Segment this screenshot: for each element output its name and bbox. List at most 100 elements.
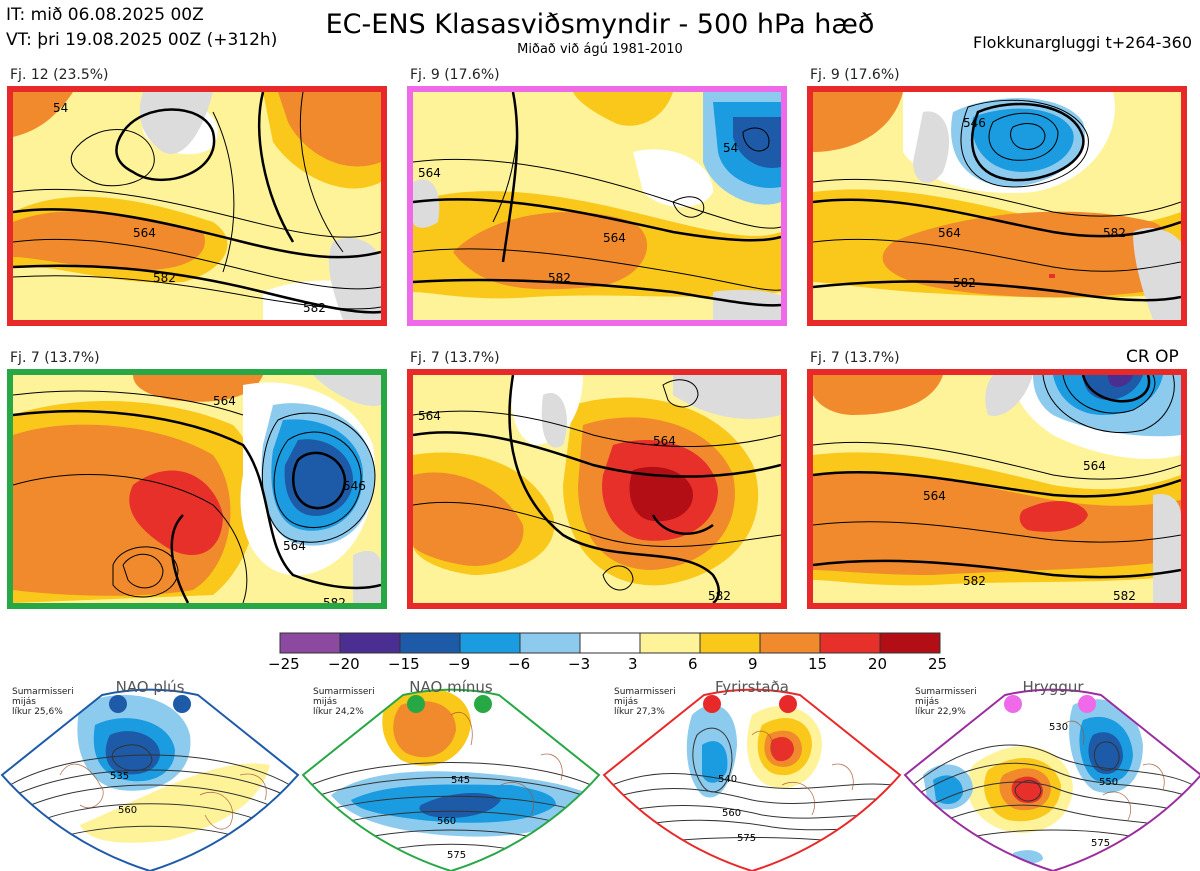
panel-2-contour-label-3: 54 bbox=[723, 141, 738, 155]
cluster-map-1-plot: 564 582 582 54 bbox=[13, 92, 381, 320]
regime-nao-minus-info: Sumarmisseri mijás líkur 24,2% bbox=[313, 687, 375, 717]
colorbar-tick: 3 bbox=[628, 655, 638, 673]
colorbar-tick: 20 bbox=[868, 655, 888, 673]
colorbar-cell bbox=[519, 632, 581, 654]
cluster-map-5-plot: 564 582 564 bbox=[413, 375, 781, 603]
regime-ridge-contour-label-3: 575 bbox=[1091, 838, 1110, 849]
colorbar-tick: −9 bbox=[448, 655, 471, 673]
regime-nao-minus-name: NAO mínus bbox=[409, 678, 493, 696]
panel-4-contour-label-3: 546 bbox=[343, 479, 366, 493]
regime-blocking-marker-left bbox=[703, 695, 721, 713]
cluster-map-6-plot: 564 564 582 582 bbox=[813, 375, 1181, 603]
panel-1-contour-label-3: 582 bbox=[303, 301, 326, 315]
panel-6-label: Fj. 7 (13.7%) bbox=[810, 350, 900, 366]
regime-ridge-name: Hryggur bbox=[1022, 678, 1084, 696]
panel-4-contour-label-4: 564 bbox=[283, 539, 306, 553]
valid-time: VT: þri 19.08.2025 00Z (+312h) bbox=[6, 30, 278, 50]
colorbar-tick: 25 bbox=[928, 655, 948, 673]
regime-blocking-info: Sumarmisseri mijás líkur 27,3% bbox=[614, 687, 676, 717]
regime-nao-plus-contour-label-2: 560 bbox=[118, 805, 137, 816]
panel-5-contour-label-1: 564 bbox=[653, 434, 676, 448]
regime-nao-plus-info: Sumarmisseri mijás líkur 25,6% bbox=[12, 687, 74, 717]
panel-6-contour-label-1: 564 bbox=[923, 489, 946, 503]
regime-ridge-contour-label-1: 530 bbox=[1049, 722, 1068, 733]
regime-nao-plus-marker-right bbox=[173, 695, 191, 713]
regime-blocking-contour-label-1: 540 bbox=[718, 774, 737, 785]
cluster-map-2: 564 582 54 564 bbox=[407, 86, 787, 326]
panel-3-contour-label-3: 582 bbox=[1103, 226, 1126, 240]
colorbar-tick: −6 bbox=[508, 655, 531, 673]
panel-5-contour-label-2: 582 bbox=[708, 589, 731, 603]
cluster-map-1: 564 582 582 54 bbox=[7, 86, 387, 326]
colorbar-cell bbox=[819, 632, 881, 654]
panel-1-contour-label-2: 582 bbox=[153, 271, 176, 285]
colorbar-tick: 6 bbox=[688, 655, 698, 673]
panel-2-contour-label-2: 582 bbox=[548, 271, 571, 285]
regime-blocking-plot: 540 560 575 bbox=[602, 688, 902, 871]
regime-ridge-marker-right bbox=[1078, 695, 1096, 713]
panel-5-contour-label-3: 564 bbox=[418, 409, 441, 423]
colorbar-cell bbox=[399, 632, 461, 654]
colorbar-cell bbox=[879, 632, 941, 654]
page-subtitle: Miðað við ágú 1981-2010 bbox=[517, 42, 683, 57]
panel-3-contour-label-1: 564 bbox=[938, 226, 961, 240]
panel-6-contour-label-4: 582 bbox=[1113, 589, 1136, 603]
regime-ridge-contour-label-2: 550 bbox=[1099, 777, 1118, 788]
colorbar-cell bbox=[579, 632, 641, 654]
colorbar-cell bbox=[759, 632, 821, 654]
cluster-map-3: 564 582 582 546 bbox=[807, 86, 1187, 326]
regime-ridge: 530 550 575 Hryggur Sumarmisseri mijás lík… bbox=[903, 675, 1200, 871]
panel-2-contour-label-1: 564 bbox=[603, 231, 626, 245]
panel-4-contour-label-1: 564 bbox=[213, 394, 236, 408]
panel-3-contour-label-4: 546 bbox=[963, 116, 986, 130]
panel-2-label: Fj. 9 (17.6%) bbox=[410, 67, 500, 83]
colorbar-cell bbox=[699, 632, 761, 654]
panel-6-contour-label-2: 564 bbox=[1083, 459, 1106, 473]
panel-5-label: Fj. 7 (13.7%) bbox=[410, 350, 500, 366]
colorbar-tick: −3 bbox=[568, 655, 591, 673]
regime-nao-minus-marker-right bbox=[474, 695, 492, 713]
regime-ridge-info: Sumarmisseri mijás líkur 22,9% bbox=[915, 687, 977, 717]
panel-4-label: Fj. 7 (13.7%) bbox=[10, 350, 100, 366]
cluster-window: Flokkunargluggi t+264-360 bbox=[973, 33, 1192, 52]
cluster-map-4-plot: 564 582 546 564 bbox=[13, 375, 381, 603]
regime-nao-plus: 535 560 NAO plús Sumarmisseri mijás líkur … bbox=[0, 675, 300, 871]
cluster-map-3-plot: 564 582 582 546 bbox=[813, 92, 1181, 320]
colorbar-tick: 9 bbox=[748, 655, 758, 673]
cluster-map-5: 564 582 564 bbox=[407, 369, 787, 609]
regime-nao-plus-marker-left bbox=[109, 695, 127, 713]
regime-nao-plus-name: NAO plús bbox=[115, 678, 185, 696]
anomaly-colorbar bbox=[279, 632, 941, 654]
regime-nao-minus-contour-label-1: 545 bbox=[451, 775, 470, 786]
regime-blocking-contour-label-3: 575 bbox=[737, 833, 756, 844]
page-title: EC-ENS Klasasviðsmyndir - 500 hPa hæð bbox=[325, 9, 875, 40]
regime-blocking: 540 560 575 Fyrirstaða Sumarmisseri mijás… bbox=[602, 675, 902, 871]
regime-nao-minus: 545 560 575 NAO mínus Sumarmisseri mijás l… bbox=[301, 675, 601, 871]
issue-time: IT: mið 06.08.2025 00Z bbox=[6, 5, 204, 25]
panel-6-contour-label-3: 582 bbox=[963, 574, 986, 588]
colorbar-cell bbox=[279, 632, 341, 654]
panel-1-label: Fj. 12 (23.5%) bbox=[10, 67, 109, 83]
regime-blocking-marker-right bbox=[779, 695, 797, 713]
regime-blocking-contour-label-2: 560 bbox=[722, 808, 741, 819]
regime-blocking-name: Fyrirstaða bbox=[715, 678, 789, 696]
colorbar-cell bbox=[339, 632, 401, 654]
colorbar-tick: −20 bbox=[328, 655, 360, 673]
colorbar-tick: −25 bbox=[268, 655, 300, 673]
regime-nao-minus-contour-label-2: 560 bbox=[437, 816, 456, 827]
regime-nao-minus-contour-label-3: 575 bbox=[447, 850, 466, 861]
colorbar-cell bbox=[639, 632, 701, 654]
regime-nao-minus-marker-left bbox=[407, 695, 425, 713]
panel-3-label: Fj. 9 (17.6%) bbox=[810, 67, 900, 83]
regime-nao-plus-contour-label-1: 535 bbox=[110, 771, 129, 782]
panel-3-contour-label-2: 582 bbox=[953, 276, 976, 290]
regime-nao-plus-plot: 535 560 bbox=[0, 688, 300, 871]
panel-1-contour-label-1: 564 bbox=[133, 226, 156, 240]
panel-2-contour-label-4: 564 bbox=[418, 166, 441, 180]
colorbar-tick: −15 bbox=[388, 655, 420, 673]
regime-ridge-plot: 530 550 575 bbox=[903, 688, 1200, 871]
cluster-map-6: 564 564 582 582 bbox=[807, 369, 1187, 609]
cluster-map-2-plot: 564 582 54 564 bbox=[413, 92, 781, 320]
regime-ridge-marker-left bbox=[1004, 695, 1022, 713]
colorbar-cell bbox=[459, 632, 521, 654]
